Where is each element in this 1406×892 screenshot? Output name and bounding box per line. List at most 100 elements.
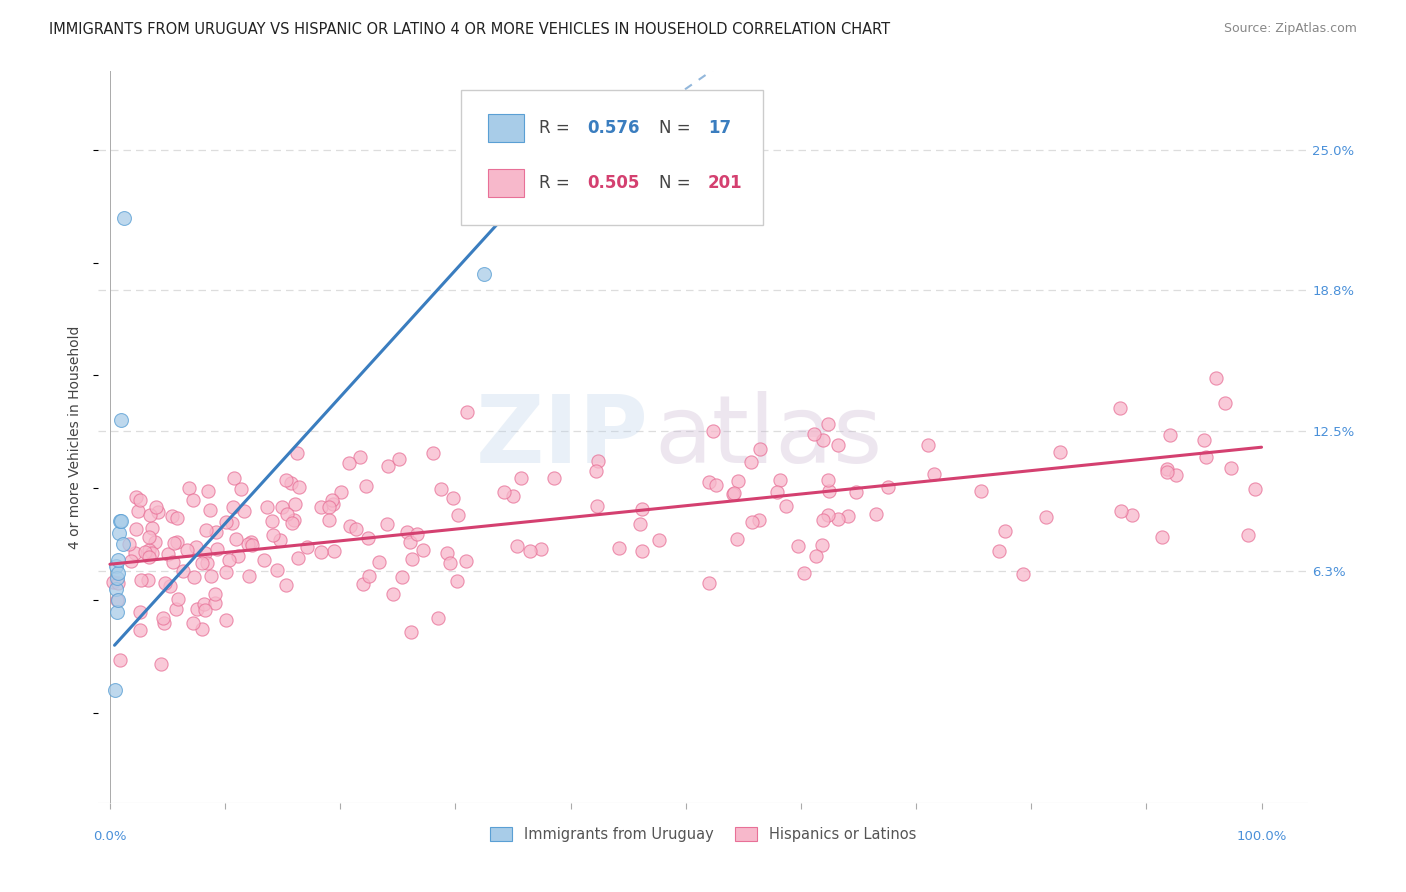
Point [917,438,939,452]
Point [204,596,226,610]
Point [748,442,770,457]
Point [153,576,176,591]
Point [330,485,353,500]
Point [441,491,464,505]
Point [280,475,302,490]
Point [136,573,159,587]
Point [1109,401,1132,415]
Text: 100.0%: 100.0% [1236,830,1286,843]
Point [429,482,451,496]
Point [813,433,835,447]
Point [262,528,284,542]
Point [412,542,434,557]
Point [240,538,263,552]
Point [502,489,524,503]
Point [877,480,900,494]
Point [238,537,260,551]
Point [204,587,226,601]
Text: ZIP: ZIP [475,391,648,483]
Point [1166,468,1188,483]
Point [456,405,478,419]
Point [1156,462,1178,476]
Point [226,549,249,564]
Point [162,555,184,569]
Point [112,211,135,225]
Point [1035,509,1057,524]
Point [128,623,150,637]
Point [297,540,319,554]
Point [218,553,240,567]
Point [817,417,839,431]
Point [699,575,721,590]
Point [238,569,260,583]
Point [1205,370,1227,384]
Point [165,601,187,615]
Text: IMMIGRANTS FROM URUGUAY VS HISPANIC OR LATINO 4 OR MORE VEHICLES IN HOUSEHOLD CO: IMMIGRANTS FROM URUGUAY VS HISPANIC OR L… [49,22,890,37]
Point [865,507,887,521]
Point [287,550,309,565]
Point [138,543,160,558]
Point [845,484,868,499]
Point [375,517,398,532]
Point [446,574,468,589]
Point [143,535,166,549]
Point [105,571,128,585]
Point [159,579,181,593]
Point [183,570,205,584]
Point [153,616,176,631]
Point [367,555,389,569]
Point [129,574,152,588]
Point [107,576,129,591]
Point [357,531,380,545]
Point [141,546,163,560]
Point [134,545,156,559]
Point [129,493,152,508]
Point [349,450,371,465]
Point [817,473,839,487]
Point [1152,530,1174,544]
FancyBboxPatch shape [488,114,524,142]
Point [240,535,263,549]
Point [519,543,541,558]
Point [138,530,160,544]
Point [607,541,630,555]
Point [702,424,724,438]
Point [586,499,609,513]
Point [496,206,519,220]
Point [1159,427,1181,442]
Point [359,568,381,582]
Point [395,524,418,539]
Point [322,496,344,510]
Point [252,553,274,567]
Point [233,503,256,517]
Text: Source: ZipAtlas.com: Source: ZipAtlas.com [1223,22,1357,36]
Text: 0.0%: 0.0% [93,830,127,843]
Point [120,554,142,568]
Point [288,480,311,494]
Point [723,486,745,500]
Point [1236,528,1258,542]
Point [337,456,360,470]
Y-axis label: 4 or more Vehicles in Household: 4 or more Vehicles in Household [69,326,83,549]
Point [283,513,305,527]
Point [125,490,148,504]
Point [107,553,129,567]
Point [124,546,146,560]
Point [388,452,411,467]
Point [811,538,834,552]
Text: 201: 201 [707,174,742,193]
Point [269,533,291,548]
Point [318,500,340,514]
Point [181,615,204,630]
Point [284,497,307,511]
Point [125,522,148,536]
Point [970,484,993,499]
Point [399,534,422,549]
Point [354,479,377,493]
Point [543,471,565,485]
Text: N =: N = [659,174,696,193]
Point [191,622,214,636]
Text: 0.505: 0.505 [586,174,640,193]
Point [818,483,841,498]
Point [472,267,495,281]
